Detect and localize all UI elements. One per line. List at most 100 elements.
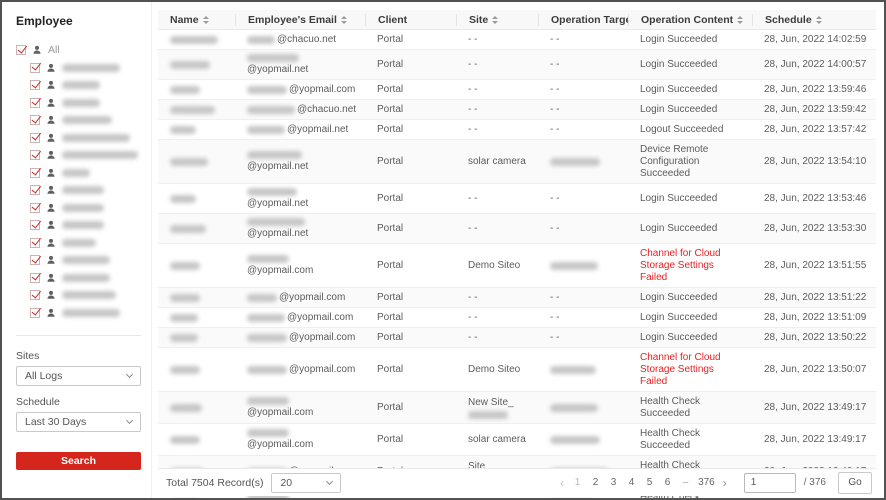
person-icon [46, 133, 56, 143]
table-cell: 28, Jun, 2022 13:57:42 [764, 123, 867, 135]
checkbox[interactable] [30, 132, 40, 143]
prev-page-button[interactable]: ‹ [560, 475, 565, 490]
table-row[interactable]: @chacuo.net Portal - - - - Login Succeeded 28… [158, 30, 876, 50]
employee-all-row[interactable]: All [16, 44, 141, 56]
redacted-text [170, 125, 196, 134]
next-page-button[interactable]: › [722, 475, 727, 490]
redacted-text [62, 151, 138, 159]
page-number[interactable]: 1 [574, 477, 581, 488]
table-cell: Portal [377, 291, 404, 303]
table-cell: 28, Jun, 2022 13:53:30 [764, 222, 867, 234]
checkbox[interactable] [30, 255, 40, 265]
person-icon [46, 98, 56, 108]
sites-select-value: All Logs [25, 369, 63, 382]
checkbox[interactable] [30, 220, 40, 230]
employee-item[interactable] [30, 167, 141, 179]
employee-item[interactable] [30, 307, 141, 319]
table-row[interactable]: @chacuo.net Portal - - - - Login Succeeded 28… [158, 100, 876, 120]
employee-item[interactable] [30, 272, 141, 284]
table-cell: Portal [377, 58, 404, 70]
page-size-select[interactable]: 20 [271, 472, 342, 493]
schedule-select[interactable]: Last 30 Days [16, 411, 141, 432]
employee-item[interactable] [30, 97, 141, 109]
sort-icon[interactable] [202, 15, 209, 24]
table-cell: - - [468, 123, 478, 135]
employee-item[interactable] [30, 254, 141, 266]
table-row[interactable]: @yopmail.net Portal - - - - Login Succeeded 2… [158, 50, 876, 80]
table-row[interactable]: @yopmail.com Portal - - - - Login Succeeded 2… [158, 328, 876, 348]
email-domain: @yopmail.net [247, 227, 309, 239]
column-header[interactable]: Name [158, 14, 235, 26]
checkbox[interactable] [30, 307, 40, 318]
page-number[interactable]: 2 [592, 477, 599, 488]
employee-item[interactable] [30, 114, 141, 126]
checkbox-all[interactable] [16, 45, 26, 55]
page-jump-input[interactable] [743, 472, 796, 493]
person-icon [32, 45, 42, 55]
column-header[interactable]: Site [456, 13, 538, 26]
checkbox[interactable] [30, 80, 40, 90]
sort-icon[interactable] [737, 15, 744, 24]
checkbox[interactable] [30, 237, 40, 248]
column-header[interactable]: Operation Content [628, 13, 752, 26]
table-cell: @yopmail.com [235, 251, 365, 280]
table-row[interactable]: @yopmail.net Portal - - - - Logout Succeeded… [158, 120, 876, 140]
chevron-down-icon [125, 370, 134, 379]
redacted-text [247, 53, 299, 62]
table-row[interactable]: @yopmail.com Portal Demo Siteo Channel for … [158, 348, 876, 392]
table-cell: - - [550, 58, 560, 70]
page-number[interactable]: 4 [628, 477, 635, 488]
column-label: Site [469, 13, 489, 26]
employee-item[interactable] [30, 202, 141, 214]
employee-item[interactable] [30, 79, 141, 91]
page-number[interactable]: 6 [664, 477, 671, 488]
employee-item[interactable] [30, 149, 141, 161]
log-table-panel: Name Employee's Email Client Site Operation … [158, 10, 876, 498]
sort-icon[interactable] [340, 15, 347, 24]
column-header[interactable]: Schedule [752, 13, 876, 26]
table-cell: Portal [377, 192, 404, 204]
go-button[interactable]: Go [838, 471, 872, 494]
table-row[interactable]: @yopmail.net Portal solar camera Device Rem… [158, 140, 876, 184]
column-header[interactable]: Employee's Email [235, 13, 365, 26]
employee-item[interactable] [30, 237, 141, 249]
page-number[interactable]: 3 [610, 477, 617, 488]
checkbox[interactable] [30, 290, 40, 300]
checkbox[interactable] [30, 272, 40, 283]
page-number[interactable]: 376 [698, 477, 715, 488]
employee-item[interactable] [30, 62, 141, 74]
column-header[interactable]: Operation Target [538, 13, 628, 26]
table-row[interactable]: @yopmail.com Portal Demo Siteo Channel for … [158, 244, 876, 288]
table-cell [158, 330, 235, 345]
table-row[interactable]: @yopmail.com Portal - - - - Login Succeeded 2… [158, 288, 876, 308]
page-number[interactable]: 5 [646, 477, 653, 488]
employee-item[interactable] [30, 132, 141, 144]
table-cell: solar camera [468, 433, 526, 445]
checkbox[interactable] [30, 97, 40, 108]
table-row[interactable]: @yopmail.net Portal - - - - Login Succeeded 2… [158, 214, 876, 244]
search-button[interactable]: Search [16, 451, 141, 470]
employee-item[interactable] [30, 184, 141, 196]
checkbox[interactable] [30, 62, 40, 73]
table-row[interactable]: @yopmail.net Portal - - - - Login Succeeded 2… [158, 184, 876, 214]
checkbox[interactable] [30, 115, 40, 125]
sort-icon[interactable] [492, 15, 499, 24]
table-row[interactable]: @yopmail.com Portal - - - - Login Succeeded 2… [158, 308, 876, 328]
checkbox[interactable] [30, 167, 40, 178]
redacted-text [62, 203, 104, 212]
employee-item[interactable] [30, 289, 141, 301]
table-row[interactable]: @yopmail.com Portal solar camera Health Che… [158, 424, 876, 456]
checkbox[interactable] [30, 185, 40, 195]
checkbox[interactable] [30, 150, 40, 160]
person-icon [46, 185, 56, 195]
table-cell: Logout Succeeded [640, 123, 724, 135]
checkbox[interactable] [30, 202, 40, 213]
table-row[interactable]: @yopmail.com Portal New Site_ Health Check … [158, 392, 876, 424]
sites-select[interactable]: All Logs [16, 365, 141, 386]
table-row[interactable]: @yopmail.com Portal - - - - Login Succeeded 2… [158, 80, 876, 100]
employee-item[interactable] [30, 219, 141, 231]
sort-icon[interactable] [815, 15, 822, 24]
table-cell: - - [468, 83, 478, 95]
table-cell: Portal [377, 331, 404, 343]
